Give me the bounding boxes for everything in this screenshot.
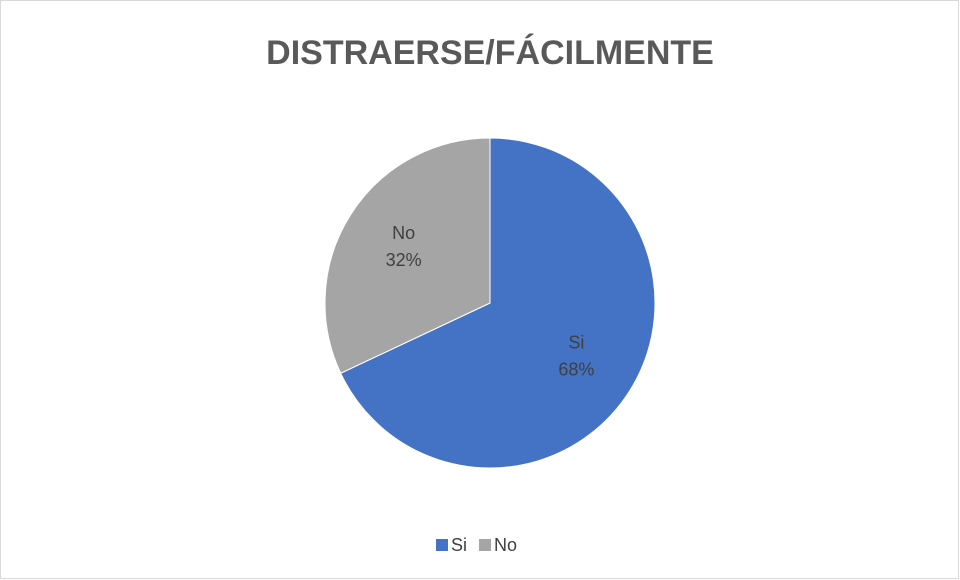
legend-label: Si xyxy=(451,535,467,555)
pie-slice xyxy=(324,137,491,374)
legend-swatch xyxy=(436,539,448,551)
legend-swatch xyxy=(479,539,492,551)
chart-title: DISTRAERSE/FÁCILMENTE xyxy=(266,34,714,72)
pie-slice xyxy=(340,137,656,469)
slice-value-label: 32% xyxy=(386,250,422,270)
slice-value-label: 68% xyxy=(558,360,594,380)
legend-label: No xyxy=(494,535,517,555)
slice-category-label: No xyxy=(392,223,415,243)
slice-category-label: Si xyxy=(568,333,584,353)
